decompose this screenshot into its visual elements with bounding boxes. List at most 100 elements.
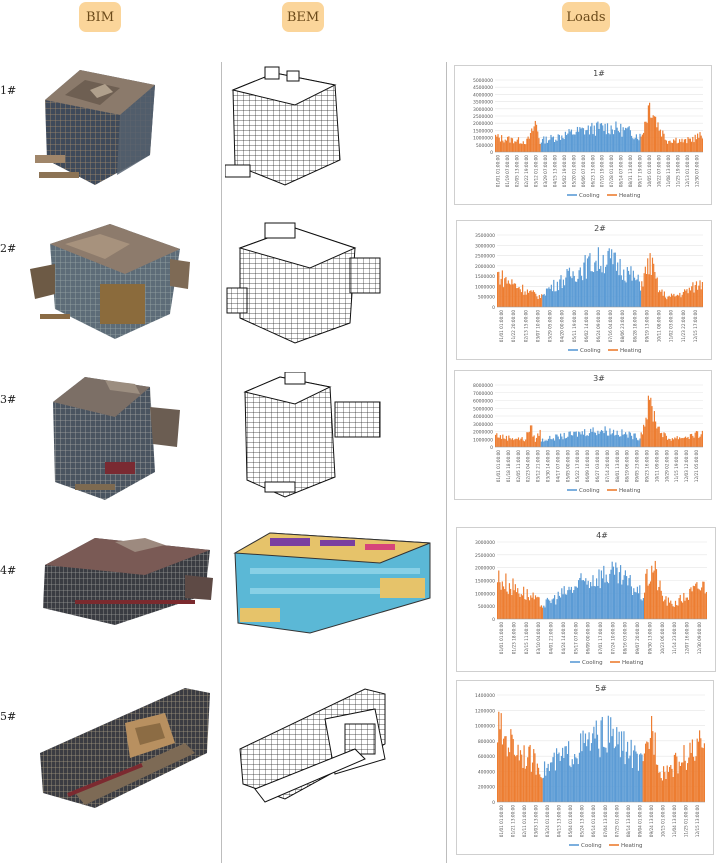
bar (691, 433, 693, 447)
bar (573, 134, 575, 152)
bar (644, 121, 646, 152)
bar (508, 435, 510, 447)
bar (687, 599, 690, 619)
bar (569, 431, 571, 447)
bar (705, 591, 707, 619)
bar (517, 287, 519, 307)
bar (510, 439, 512, 447)
bar (688, 138, 690, 152)
bar (532, 290, 534, 307)
series-heating (642, 715, 705, 802)
bar (665, 596, 667, 619)
bar (667, 296, 669, 307)
bar (657, 764, 659, 802)
row-label-1: 1# (0, 84, 17, 97)
bar (563, 757, 565, 802)
y-tick-label: 200000 (478, 785, 495, 791)
bar (517, 588, 519, 619)
bar (582, 730, 584, 802)
bar (570, 276, 572, 307)
bar (617, 262, 619, 307)
y-tick-label: 3000000 (475, 243, 495, 249)
bar (577, 764, 579, 802)
x-tick-label: 08/31 13:00:00 (628, 155, 633, 188)
bar (538, 597, 540, 619)
bar (630, 266, 632, 307)
bar (678, 295, 680, 307)
bar (679, 594, 681, 619)
bar (633, 433, 635, 447)
bar (515, 592, 518, 619)
bar (685, 290, 687, 307)
bar (551, 599, 553, 619)
x-tick-label: 11/23 22:00:00 (681, 310, 686, 343)
bar (599, 431, 601, 447)
bar (625, 751, 627, 802)
bar (561, 288, 563, 307)
bar (700, 738, 702, 802)
bar (572, 435, 574, 447)
bem-header: BEM (282, 2, 324, 32)
bar (583, 262, 585, 307)
bar (596, 435, 598, 447)
bar (681, 437, 683, 447)
bar (568, 129, 570, 152)
x-tick-label: 01/21 13:00:00 (510, 805, 515, 838)
bar (591, 271, 593, 307)
bar (584, 733, 587, 802)
x-tick-label: 03/29 07:00:00 (543, 155, 548, 188)
bar (672, 606, 674, 619)
bar (615, 270, 618, 307)
bar (678, 761, 680, 802)
x-tick-label: 06/09 10:00:00 (585, 450, 590, 483)
bar (687, 293, 689, 307)
bar (525, 144, 527, 152)
bar (507, 280, 509, 307)
bar (589, 750, 591, 802)
x-tick-label: 05/22 17:00:00 (575, 450, 580, 483)
bar (703, 743, 705, 802)
bar (682, 438, 684, 447)
bar (643, 753, 645, 802)
x-tick-label: 05/04 01:00:00 (568, 805, 573, 838)
bar (609, 573, 611, 619)
bar (626, 576, 628, 619)
bar (661, 780, 663, 802)
bar (630, 586, 632, 619)
bar (614, 574, 616, 619)
bar (508, 583, 511, 619)
bar (532, 436, 534, 447)
bar (664, 599, 666, 619)
x-tick-label: 03/03 13:00:00 (533, 805, 538, 838)
bar (502, 140, 504, 152)
bar (626, 267, 628, 307)
bar (680, 601, 683, 619)
bar (616, 127, 618, 152)
x-tick-label: 01/01 01:00:00 (499, 622, 504, 655)
bar (653, 754, 655, 802)
bar (570, 129, 573, 152)
series-heating (497, 270, 543, 307)
bar (550, 284, 552, 307)
bar (611, 129, 613, 152)
bar (574, 281, 577, 307)
bar (510, 729, 512, 802)
bar (653, 263, 655, 307)
bar (567, 270, 569, 307)
bar (624, 570, 626, 619)
bar (609, 428, 611, 447)
bar (670, 440, 672, 447)
bar (599, 123, 601, 152)
bar (639, 133, 641, 152)
bar (559, 279, 561, 307)
bar (500, 589, 502, 619)
bar (531, 597, 533, 619)
bar (671, 768, 673, 802)
bar (557, 591, 559, 619)
series-cooling (540, 426, 641, 447)
bar (564, 746, 566, 802)
bar (518, 593, 520, 619)
bar (603, 565, 605, 619)
bar (647, 742, 649, 802)
bar (698, 137, 700, 152)
